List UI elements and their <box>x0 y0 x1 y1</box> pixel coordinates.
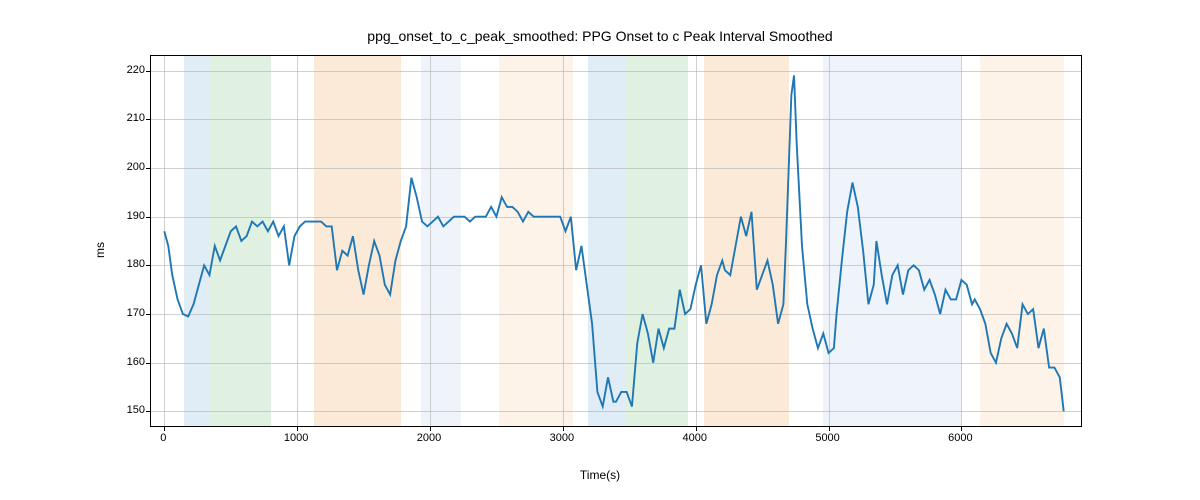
gridline <box>151 217 1081 218</box>
ytick-mark <box>146 314 151 315</box>
gridline <box>151 363 1081 364</box>
xtick-label: 0 <box>160 432 166 444</box>
shaded-region <box>823 56 961 426</box>
ytick-label: 160 <box>127 356 145 368</box>
gridline <box>151 71 1081 72</box>
xtick-label: 6000 <box>948 432 972 444</box>
shaded-region <box>421 56 461 426</box>
gridline <box>151 119 1081 120</box>
y-axis-label: ms <box>93 242 107 258</box>
xtick-label: 4000 <box>682 432 706 444</box>
xtick-mark <box>430 426 431 431</box>
shaded-region <box>209 56 270 426</box>
shaded-region <box>704 56 789 426</box>
xtick-mark <box>696 426 697 431</box>
xtick-mark <box>297 426 298 431</box>
plot-area <box>150 55 1082 427</box>
ytick-mark <box>146 71 151 72</box>
figure: ppg_onset_to_c_peak_smoothed: PPG Onset … <box>0 0 1200 500</box>
xtick-mark <box>563 426 564 431</box>
ytick-mark <box>146 363 151 364</box>
gridline <box>164 56 165 426</box>
ytick-mark <box>146 265 151 266</box>
gridline <box>151 265 1081 266</box>
xtick-label: 5000 <box>815 432 839 444</box>
shaded-region <box>980 56 1064 426</box>
ytick-mark <box>146 168 151 169</box>
gridline <box>430 56 431 426</box>
ytick-label: 150 <box>127 404 145 416</box>
gridline <box>563 56 564 426</box>
xtick-label: 1000 <box>284 432 308 444</box>
shaded-region <box>588 56 625 426</box>
xtick-mark <box>164 426 165 431</box>
ytick-label: 200 <box>127 161 145 173</box>
xtick-mark <box>829 426 830 431</box>
shaded-region <box>625 56 687 426</box>
ytick-label: 180 <box>127 258 145 270</box>
shaded-region <box>314 56 400 426</box>
shaded-region <box>184 56 209 426</box>
ytick-label: 220 <box>127 64 145 76</box>
gridline <box>961 56 962 426</box>
ytick-mark <box>146 217 151 218</box>
ytick-mark <box>146 119 151 120</box>
chart-title: ppg_onset_to_c_peak_smoothed: PPG Onset … <box>0 28 1200 44</box>
gridline <box>696 56 697 426</box>
xtick-mark <box>961 426 962 431</box>
gridline <box>151 168 1081 169</box>
x-axis-label: Time(s) <box>0 468 1200 482</box>
gridline <box>829 56 830 426</box>
ytick-label: 190 <box>127 210 145 222</box>
gridline <box>297 56 298 426</box>
gridline <box>151 314 1081 315</box>
ytick-mark <box>146 411 151 412</box>
ytick-label: 170 <box>127 307 145 319</box>
gridline <box>151 411 1081 412</box>
xtick-label: 3000 <box>550 432 574 444</box>
ytick-label: 210 <box>127 112 145 124</box>
xtick-label: 2000 <box>417 432 441 444</box>
